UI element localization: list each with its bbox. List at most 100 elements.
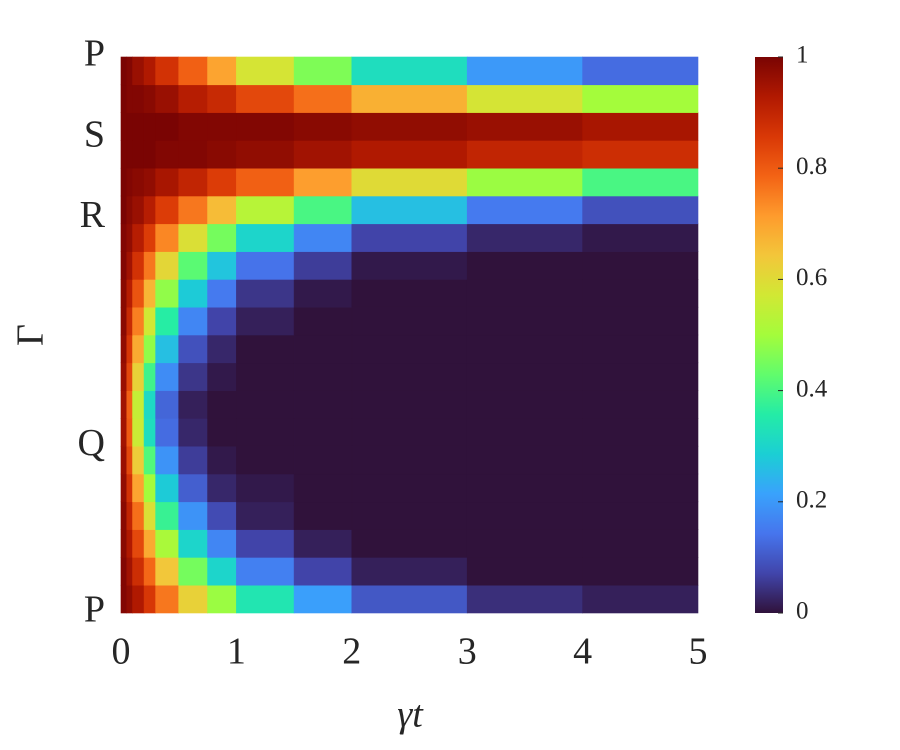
heatmap-cell [178, 223, 208, 252]
heatmap-cell [207, 390, 237, 419]
heatmap-cell [582, 112, 699, 141]
heatmap-cell [120, 529, 128, 558]
heatmap-cell [143, 557, 156, 586]
heatmap-cell [466, 557, 583, 586]
heatmap-cell [236, 418, 295, 447]
heatmap-cell [351, 529, 468, 558]
heatmap-cell [132, 557, 145, 586]
heatmap-cell [351, 56, 468, 86]
heatmap-cell [120, 56, 128, 86]
heatmap-cell [236, 473, 295, 503]
heatmap-cell [178, 251, 208, 280]
heatmap-cell [236, 362, 295, 391]
heatmap-cell [207, 56, 237, 86]
heatmap-cell [351, 279, 468, 308]
heatmap-cell [236, 501, 295, 530]
heatmap-cell [466, 362, 583, 391]
heatmap-cell [207, 473, 237, 503]
heatmap-cell [236, 167, 295, 197]
heatmap-cell [236, 279, 295, 308]
heatmap-cell [582, 334, 699, 364]
x-tick-label: 4 [573, 631, 592, 673]
heatmap-cell [143, 473, 156, 503]
heatmap-cell [293, 473, 353, 503]
heatmap-cell [582, 501, 699, 530]
heatmap-cell [293, 112, 353, 141]
colorbar-tick-label: 0.8 [796, 153, 827, 180]
heatmap-cell [155, 334, 179, 364]
heatmap-cell [207, 306, 237, 336]
heatmap-cell [143, 584, 156, 614]
heatmap-cell [132, 529, 145, 558]
heatmap-cell [143, 445, 156, 475]
heatmap-cell [466, 501, 583, 530]
heatmap-cell [155, 418, 179, 447]
heatmap-cell [132, 445, 145, 475]
x-tick-label: 1 [227, 631, 246, 673]
heatmap-cell [466, 167, 583, 197]
heatmap-cell [132, 473, 145, 503]
heatmap-cell [143, 84, 156, 113]
heatmap-cell [132, 418, 145, 447]
heatmap-cell [351, 557, 468, 586]
colorbar-tick-label: 1 [796, 42, 809, 69]
colorbar-tick-label: 0.4 [796, 375, 828, 402]
heatmap-cell [132, 56, 145, 86]
heatmap-cell [120, 112, 128, 141]
y-tick-label: S [84, 113, 105, 155]
heatmap-cell [120, 84, 128, 113]
heatmap-cell [155, 529, 179, 558]
heatmap-cell [466, 445, 583, 475]
heatmap-cell [178, 112, 208, 141]
heatmap-cell [207, 445, 237, 475]
heatmap-cell [120, 279, 128, 308]
heatmap-cell [293, 445, 353, 475]
heatmap-cell [143, 279, 156, 308]
heatmap-cell [120, 584, 128, 614]
heatmap-cell [351, 390, 468, 419]
heatmap-cell [178, 445, 208, 475]
heatmap-cell [178, 56, 208, 86]
heatmap-cell [207, 223, 237, 252]
heatmap-cell [143, 167, 156, 197]
heatmap-cell [143, 529, 156, 558]
heatmap-cell [143, 390, 156, 419]
heatmap-cell [155, 112, 179, 141]
heatmap-cell [120, 167, 128, 197]
heatmap-cell [293, 334, 353, 364]
heatmap-cell [126, 140, 133, 169]
heatmap-cell [132, 251, 145, 280]
heatmap-cell [236, 56, 295, 86]
heatmap-cell [466, 418, 583, 447]
y-tick-label: Q [78, 422, 105, 464]
heatmap-cell [582, 445, 699, 475]
heatmap-cell [143, 223, 156, 252]
heatmap-cell [207, 84, 237, 113]
y-tick-label: R [80, 194, 106, 236]
heatmap-cell [126, 529, 133, 558]
heatmap-cell [466, 473, 583, 503]
heatmap-cell [132, 279, 145, 308]
heatmap-cell [466, 140, 583, 169]
colorbar [755, 57, 783, 613]
y-tick-label: P [84, 589, 105, 631]
heatmap-cell [466, 251, 583, 280]
x-tick-label: 3 [458, 631, 477, 673]
heatmap-cell [351, 223, 468, 252]
heatmap-cell [126, 112, 133, 141]
heatmap-cell [178, 334, 208, 364]
heatmap-cell [207, 362, 237, 391]
heatmap-cell [126, 390, 133, 419]
heatmap-cell [132, 84, 145, 113]
heatmap-cell [155, 251, 179, 280]
heatmap-cell [155, 390, 179, 419]
x-tick-label: 0 [112, 631, 131, 673]
heatmap-cell [351, 362, 468, 391]
heatmap-cell [132, 362, 145, 391]
heatmap-cell [351, 501, 468, 530]
heatmap-cell [582, 195, 699, 225]
heatmap-cell [236, 140, 295, 169]
heatmap-cell [132, 306, 145, 336]
heatmap-cell [120, 223, 128, 252]
